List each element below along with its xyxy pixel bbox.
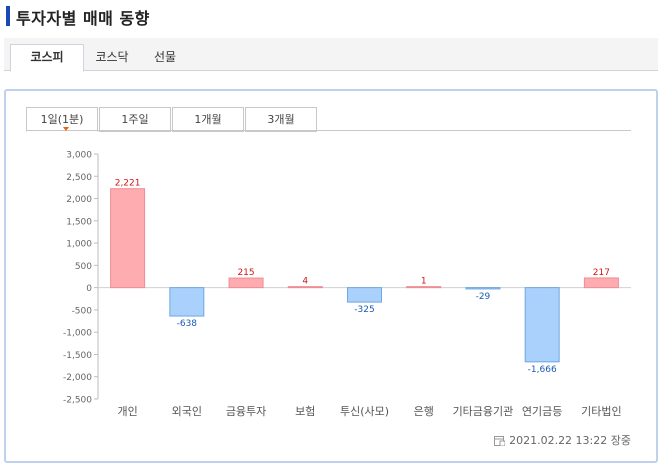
x-tick-label: 투신(사모): [340, 405, 389, 418]
x-tick-label: 연기금등: [522, 405, 562, 418]
y-tick-label: 1,000: [66, 240, 92, 250]
tab-period-1day[interactable]: 1일(1분): [26, 107, 98, 132]
bar: [406, 286, 442, 289]
data-label: -638: [177, 319, 198, 329]
tab-period-1month[interactable]: 1개월: [172, 107, 244, 132]
title-accent-bar: [6, 6, 10, 26]
y-tick-label: 500: [75, 262, 92, 272]
tab-kospi[interactable]: 코스피: [10, 44, 84, 72]
bar: [110, 188, 146, 289]
data-label: 1: [421, 277, 427, 287]
bar: [524, 287, 560, 363]
bar: [169, 287, 205, 317]
calendar-icon: [494, 435, 506, 446]
y-tick-label: 1,500: [66, 217, 92, 227]
data-label: 215: [237, 268, 254, 278]
tab-period-1week[interactable]: 1주일: [99, 107, 171, 132]
x-tick-label: 은행: [414, 405, 434, 418]
tab-futures[interactable]: 선물: [153, 50, 177, 64]
bar: [228, 277, 264, 289]
x-tick-label: 보험: [295, 405, 315, 418]
active-tab-marker-icon: [63, 127, 69, 131]
bar: [465, 287, 501, 290]
y-tick-label: 3,000: [66, 151, 92, 161]
data-label: 4: [302, 277, 308, 287]
y-tick-label: -500: [72, 306, 93, 316]
y-tick-label: 0: [86, 284, 92, 294]
y-tick-label: 2,500: [66, 173, 92, 183]
timestamp: 2021.02.22 13:22 장중: [509, 434, 631, 447]
data-label: -1,666: [528, 365, 557, 375]
timestamp-row: 2021.02.22 13:22 장중: [494, 432, 631, 448]
y-tick-label: -2,000: [63, 373, 92, 383]
y-tick-label: -2,500: [63, 396, 92, 406]
data-label: 2,221: [115, 179, 141, 189]
bar: [287, 286, 323, 289]
bar: [347, 287, 382, 303]
data-label: -325: [354, 305, 374, 315]
x-tick-label: 기타법인: [581, 405, 621, 418]
period-tabs-baseline: [26, 130, 631, 131]
x-tick-label: 외국인: [172, 405, 202, 418]
y-tick-label: -1,000: [63, 329, 92, 339]
data-label: 217: [593, 268, 610, 278]
market-tabs: 코스피 코스닥 선물: [4, 38, 658, 72]
x-tick-label: 금융투자: [226, 405, 266, 418]
y-tick-label: -1,500: [63, 351, 92, 361]
data-label: -29: [476, 292, 491, 302]
page-title: 투자자별 매매 동향: [16, 9, 150, 28]
y-tick-label: 2,000: [66, 195, 92, 205]
x-tick-label: 기타금융기관: [453, 405, 514, 418]
tab-period-3month[interactable]: 3개월: [245, 107, 317, 132]
tab-kosdaq[interactable]: 코스닥: [95, 50, 129, 64]
x-tick-label: 개인: [117, 405, 137, 418]
bar: [583, 277, 619, 289]
